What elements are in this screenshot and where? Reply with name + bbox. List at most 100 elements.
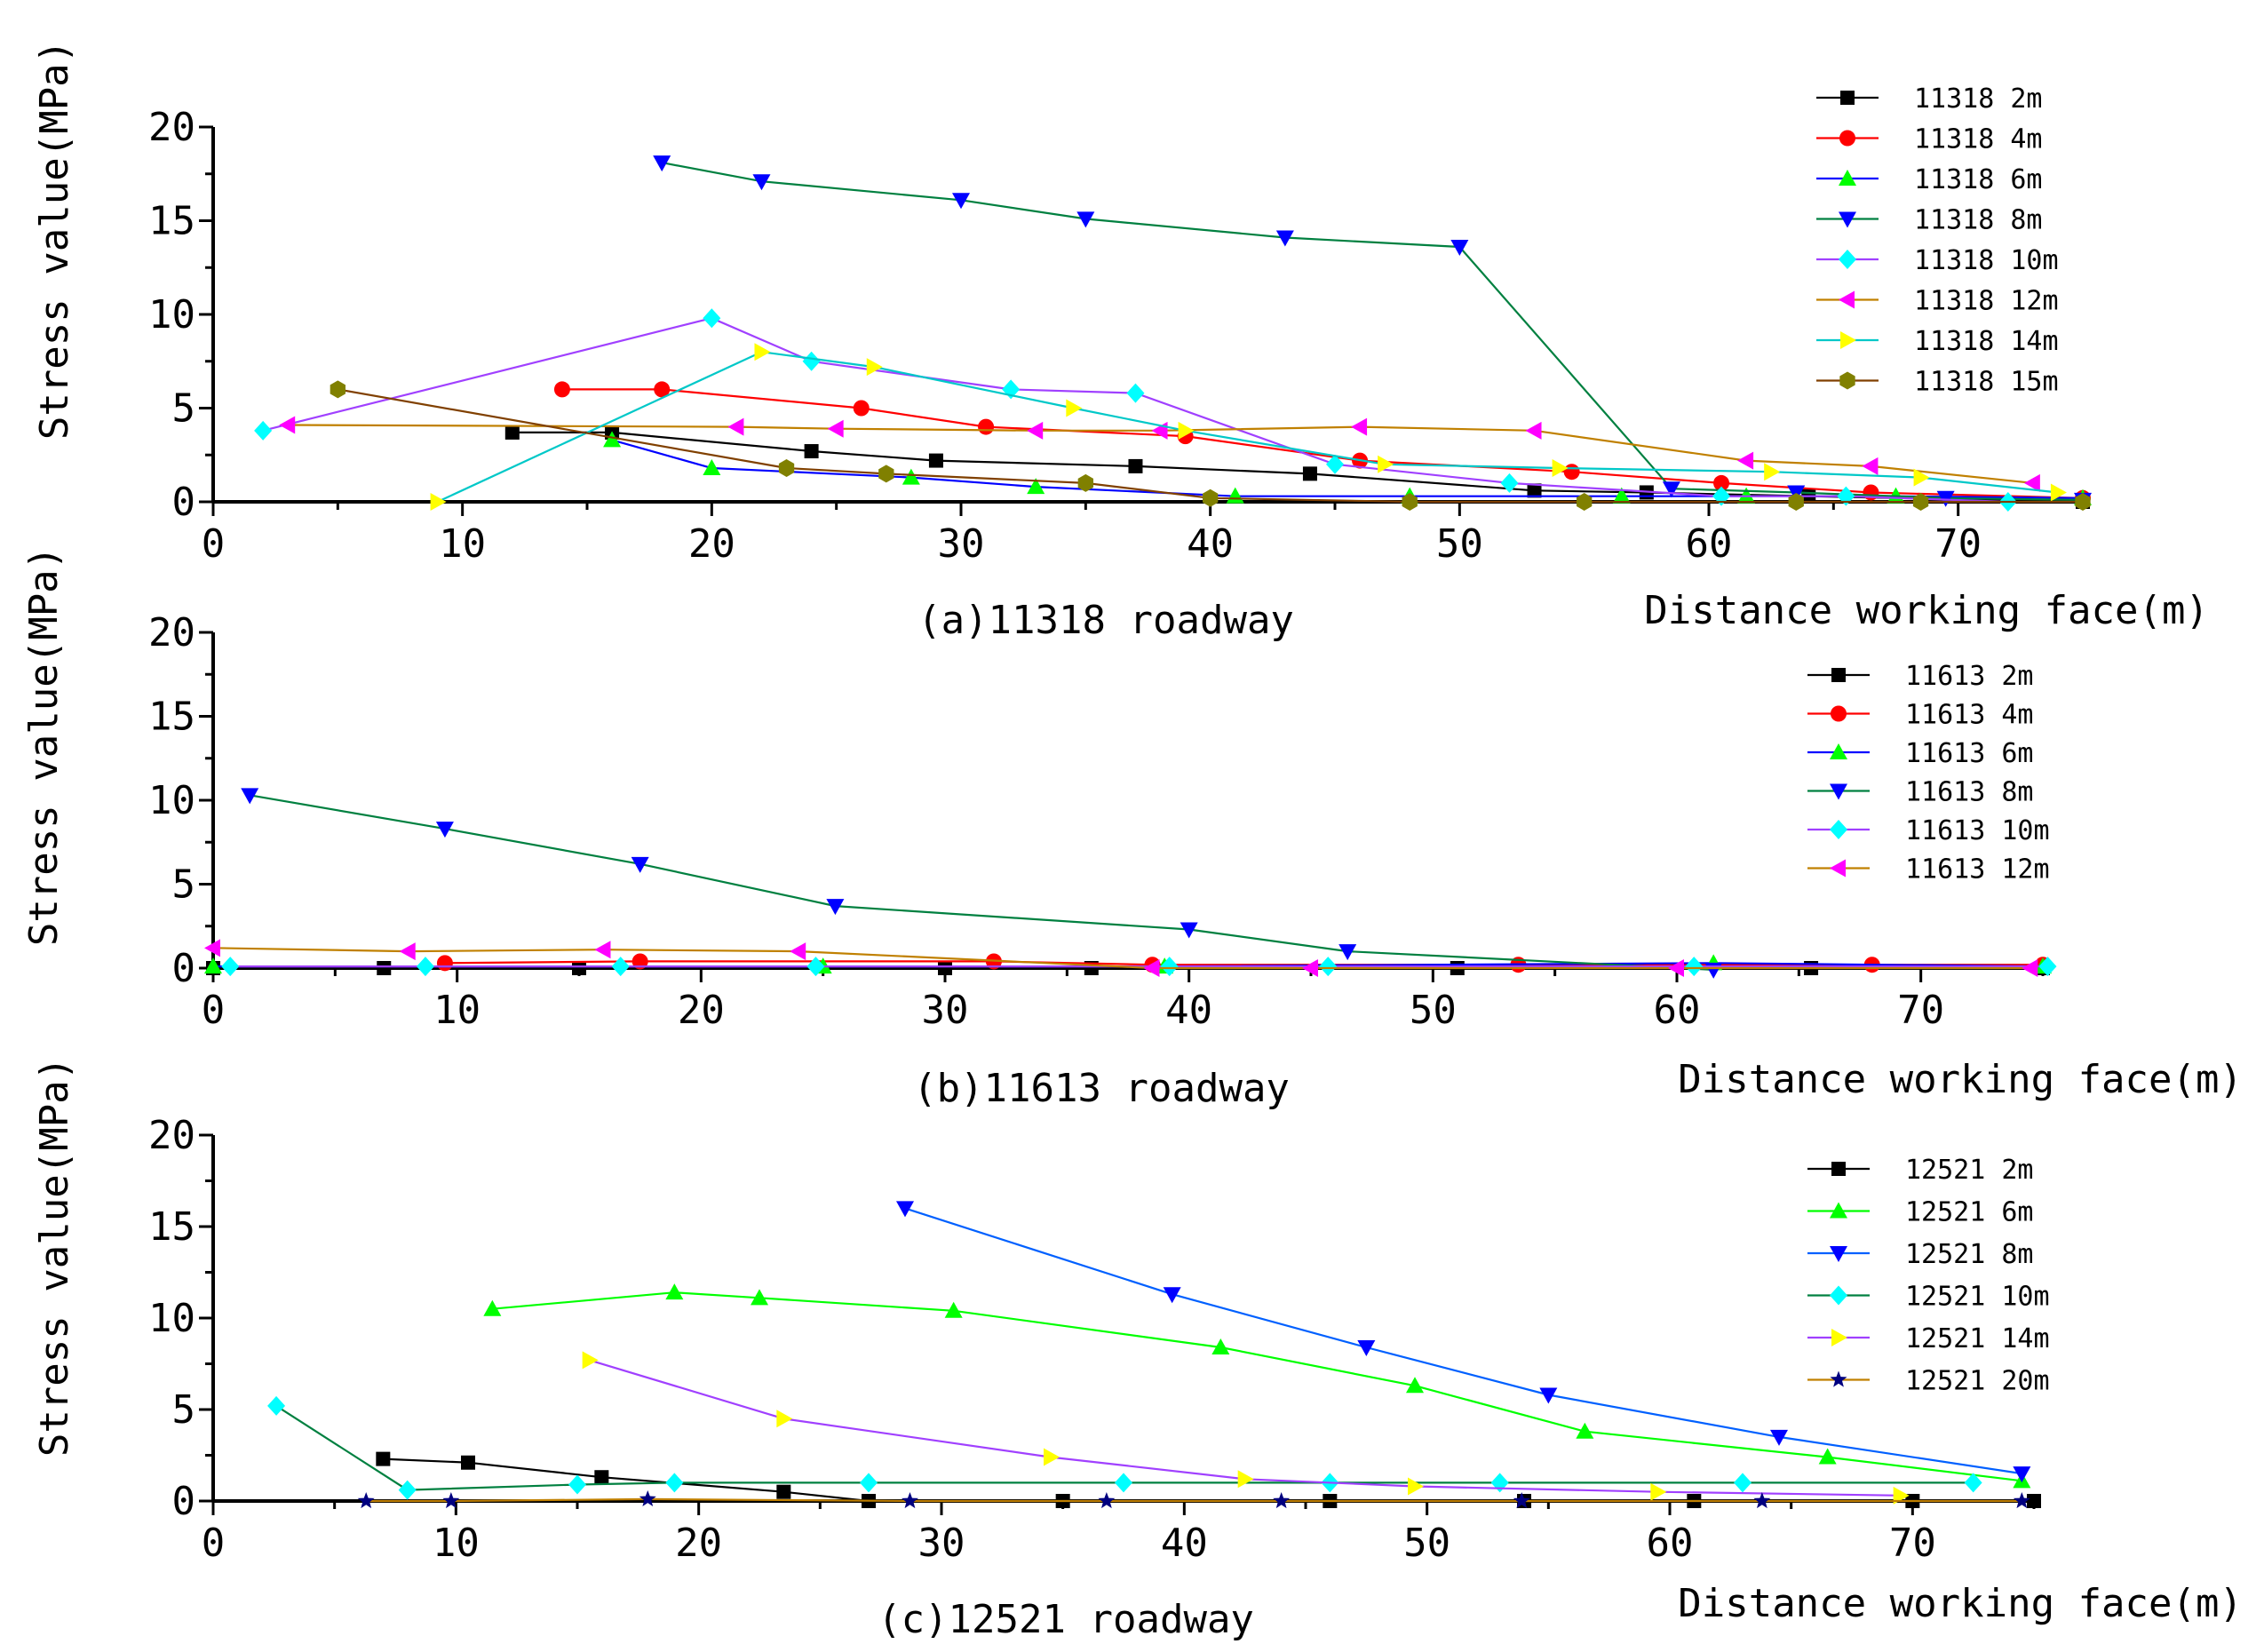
data-point	[553, 381, 570, 398]
y-axis-title: Stress value(MPa)	[21, 546, 67, 946]
x-tick-label: 70	[1897, 988, 1944, 1033]
data-point	[1273, 1492, 1291, 1509]
data-point	[703, 308, 721, 329]
data-point	[1203, 488, 1219, 507]
legend-item: 12521 2m	[1807, 1155, 2034, 1186]
data-point	[221, 957, 240, 977]
series-line	[212, 947, 2031, 970]
legend-label: 12521 20m	[1905, 1366, 2050, 1397]
data-point	[827, 419, 844, 438]
x-axis-title: Distance working face(m)	[1678, 1057, 2243, 1102]
data-point	[430, 493, 447, 511]
data-point	[751, 1289, 768, 1306]
y-tick-label: 0	[172, 1479, 196, 1524]
data-point	[594, 941, 611, 959]
data-point	[1552, 459, 1569, 478]
data-point	[594, 1470, 609, 1485]
data-point	[1450, 240, 1469, 257]
data-point	[1563, 464, 1580, 481]
data-point	[878, 465, 894, 483]
data-point	[435, 822, 454, 838]
x-axis-title: Distance working face(m)	[1644, 588, 2209, 633]
x-tick-label: 40	[1187, 521, 1234, 567]
data-point	[1319, 957, 1338, 977]
data-point	[1237, 1470, 1254, 1489]
data-point	[1143, 959, 1160, 977]
data-point	[254, 420, 273, 441]
data-point	[1211, 1338, 1230, 1354]
data-point	[866, 358, 883, 377]
legend-item: 12521 8m	[1807, 1239, 2034, 1270]
legend-label: 12521 6m	[1905, 1197, 2034, 1228]
chart-c: Stress value(MPa) 0 5 10 15 20 0 10 20 30 40 50 60 7…	[32, 1057, 2243, 1642]
data-point	[267, 1395, 286, 1416]
legend-item: 11613 4m	[1807, 700, 2034, 731]
y-tick-label: 20	[148, 105, 195, 150]
legend-marker	[1839, 250, 1856, 269]
legend-item: 11318 15m	[1816, 367, 2059, 398]
x-tick-label: 50	[1436, 521, 1483, 567]
legend-label: 11318 12m	[1914, 286, 2059, 317]
data-point	[754, 343, 771, 361]
data-point	[778, 459, 795, 478]
data-point	[611, 957, 630, 977]
series-12521-14m	[582, 1351, 1910, 1505]
x-tick-label: 30	[918, 1521, 965, 1566]
legend-marker	[1831, 1329, 1847, 1346]
data-point	[1737, 451, 1754, 470]
data-point	[2013, 1466, 2031, 1483]
data-point	[1126, 383, 1145, 403]
legend-marker	[1839, 130, 1855, 147]
data-point	[703, 459, 721, 476]
legend-label: 12521 10m	[1905, 1282, 2050, 1313]
data-point	[1577, 493, 1593, 511]
legend-marker	[1830, 1285, 1847, 1306]
series-line	[611, 439, 2084, 499]
legend-item: 11613 10m	[1807, 815, 2050, 846]
legend-label: 11613 12m	[1905, 854, 2050, 886]
data-point	[1704, 962, 1723, 979]
data-point	[1612, 487, 1631, 504]
x-tick-label: 10	[433, 1521, 480, 1566]
data-point	[632, 953, 648, 970]
legend-item: 11613 8m	[1807, 777, 2034, 808]
data-point	[504, 425, 520, 440]
data-point	[2023, 473, 2040, 492]
data-point	[1539, 1387, 1558, 1404]
data-point	[1275, 230, 1294, 247]
legend-label: 11613 4m	[1905, 700, 2034, 731]
data-point	[1326, 454, 1344, 474]
x-tick-label: 20	[688, 521, 735, 567]
data-point	[1163, 1287, 1181, 1304]
series-line	[492, 1291, 2022, 1482]
y-tick-label: 5	[172, 386, 196, 432]
y-tick-label: 5	[172, 1387, 196, 1433]
data-point	[1650, 1482, 1667, 1501]
data-point	[1668, 959, 1684, 977]
data-point	[1662, 481, 1680, 498]
data-point	[1027, 421, 1044, 440]
x-tick-label: 60	[1647, 1521, 1694, 1566]
data-point	[802, 351, 821, 371]
legend-marker	[1830, 859, 1846, 878]
data-point	[1525, 421, 1542, 440]
data-point	[1402, 493, 1418, 511]
data-point	[1302, 466, 1317, 481]
data-point	[928, 453, 943, 468]
chart-b: Stress value(MPa) 0 5 10 15 20 0 10 20 30 40 50 60 7…	[21, 546, 2243, 1111]
x-tick-label: 10	[439, 521, 486, 567]
data-point	[279, 416, 296, 434]
x-tick-label: 50	[1410, 988, 1457, 1033]
data-point	[461, 1455, 475, 1470]
x-tick-label: 40	[1161, 1521, 1208, 1566]
series-11318-12m	[279, 416, 2040, 492]
data-point	[896, 1201, 914, 1218]
legend-item: 12521 6m	[1807, 1197, 2034, 1228]
x-tick-label: 20	[675, 1521, 722, 1566]
series-11613-12m	[204, 939, 2038, 977]
y-tick-label: 0	[172, 946, 196, 991]
data-point	[639, 1489, 656, 1507]
legend-label: 11318 10m	[1914, 245, 2059, 276]
data-point	[806, 957, 825, 977]
